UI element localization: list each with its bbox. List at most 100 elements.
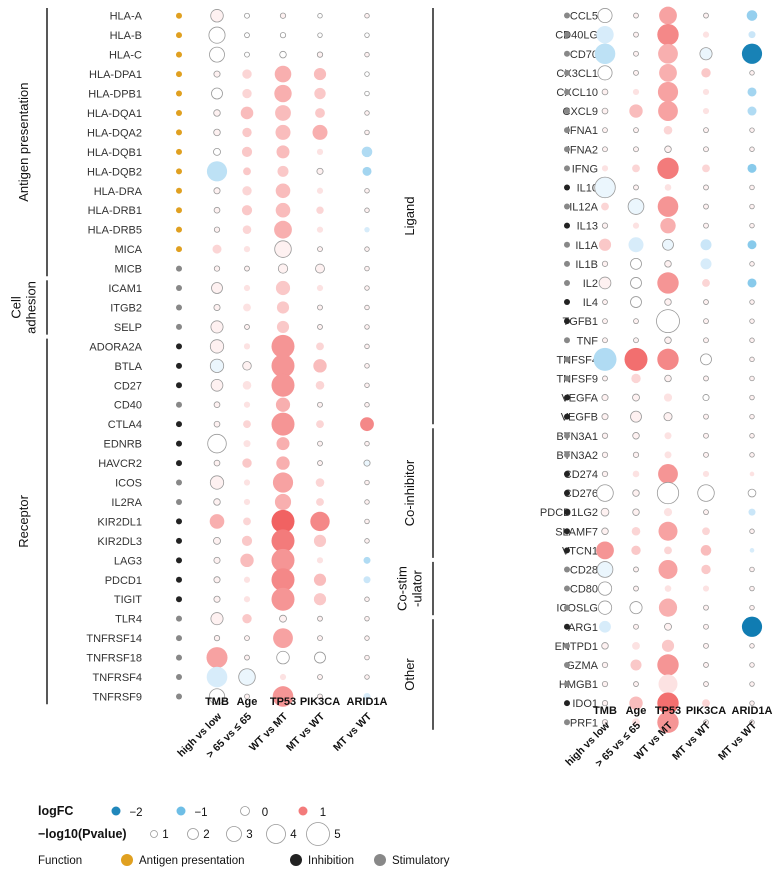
function-dot [176,362,182,369]
bubble-ifna2-age [633,146,639,153]
bubble-itgb2-tp53 [276,301,290,314]
function-dot [564,31,570,38]
gene-label-il1a: IL1A [575,240,598,252]
bubble-ednrb-age [243,440,251,448]
bubble-btla-age [242,361,252,371]
bubble-ifna1-pik3ca [703,127,709,134]
gene-label-tlr4: TLR4 [115,614,142,626]
row-hla-dqb2: HLA-DQB2 [87,161,372,182]
bubble-il1a-age [628,237,644,253]
function-dot [176,148,182,155]
row-cd276: CD276 [564,481,757,505]
row-hla-dra: HLA-DRA [94,183,370,199]
bubble-vegfa-arid1a [749,394,755,401]
bubble-vtcn1-arid1a [749,548,755,553]
bubble-ctla4-tmb [213,420,221,428]
gene-label-il10: IL10 [577,182,598,194]
bubble-il10-pik3ca [703,184,709,191]
function-dot [564,279,570,286]
bubble-cxcl9-tp53 [658,101,678,121]
bubble-tnfrsf9-pik3ca [317,693,323,700]
row-cd27: CD27 [114,373,370,397]
bubble-cd27-pik3ca [315,380,325,390]
bubble-hla-b-tp53 [279,32,287,39]
bubble-hla-a-tp53 [279,12,287,19]
bubble-entpd1-age [632,641,640,650]
row-tigit: TIGIT [114,587,370,611]
bubble-ccl5-tp53 [659,6,677,25]
gene-label-havcr2: HAVCR2 [98,458,142,470]
bubble-pdcd1-arid1a [363,576,371,584]
bubble-tnfsf4-tp53 [657,348,679,371]
row-cd274: CD274 [564,464,755,484]
bubble-hmgb1-age [633,681,639,687]
bubble-tnfrsf18-tmb [206,647,228,669]
legend-function-title: Function [38,855,82,867]
gene-label-hla-dpa1: HLA-DPA1 [89,69,142,81]
bubble-hla-dqa2-tmb [213,128,221,137]
gene-label-ifng: IFNG [572,163,598,175]
bubble-ctla4-age [243,420,251,429]
function-dot [176,207,182,214]
function-dot [564,661,570,668]
bubble-hla-dqb2-pik3ca [316,167,324,175]
row-hla-drb1: HLA-DRB1 [88,202,370,218]
bubble-tgfb1-tp53 [656,309,680,334]
gene-label-tnf: TNF [577,335,599,347]
bubble-vegfb-arid1a [749,413,755,420]
bubble-cx3cl1-tp53 [659,63,677,82]
gene-label-itgb2: ITGB2 [110,302,142,314]
function-dot [564,528,570,535]
row-cd40lg: CD40LG [555,23,756,46]
column-header-tp53: TP53 [270,696,296,708]
bubble-vegfb-tp53 [663,412,673,422]
legend-logfc-label: −1 [194,807,207,819]
function-dot [564,681,570,688]
bubble-hla-dqa2-tp53 [275,124,291,140]
bubble-cx3cl1-arid1a [749,70,755,76]
bubble-vegfb-pik3ca [703,413,709,420]
bubble-ccl5-age [633,12,639,19]
bubble-cd28-age [633,566,639,573]
bubble-icam1-pik3ca [316,284,324,292]
function-dot [564,108,570,115]
bubble-ccl5-tmb [597,8,613,24]
bubble-prf1-pik3ca [703,719,709,726]
function-dot [176,12,182,19]
bubble-tnfrsf9-age [244,693,250,700]
function-dot [176,693,182,700]
bubble-gzma-tmb [601,661,609,669]
bubble-lag3-tmb [213,556,221,564]
row-cd70: CD70 [564,43,763,65]
bubble-icos-tp53 [272,472,294,493]
bubble-adora2a-arid1a [364,343,370,350]
bubble-icos-arid1a [364,479,370,486]
gene-label-tnfrsf14: TNFRSF14 [86,633,142,645]
bubble-cd28-arid1a [749,566,755,573]
row-hmgb1: HMGB1 [559,674,755,694]
bubble-tnfsf9-arid1a [749,375,755,382]
bubble-tnfrsf9-tp53 [272,686,294,707]
bubble-cd274-age [632,470,640,478]
bubble-il2-tp53 [657,272,679,294]
bubble-gzma-pik3ca [703,662,709,668]
bubble-selp-pik3ca [317,324,323,330]
row-pdcd1: PDCD1 [105,568,371,592]
function-dot [564,719,570,726]
legend-pvalue-label: 5 [334,829,340,841]
function-dot [176,576,182,583]
bubble-btla-pik3ca [313,359,327,373]
row-cd80: CD80 [564,581,755,596]
gene-label-micb: MICB [115,264,143,276]
bubble-il2ra-arid1a [364,499,370,505]
function-dot [564,566,570,573]
bubble-hmgb1-pik3ca [703,681,709,687]
bubble-hla-dra-arid1a [364,188,370,194]
bubble-hla-drb1-pik3ca [316,206,324,214]
bubble-il1b-pik3ca [700,258,712,270]
bubble-tgfb1-arid1a [749,318,755,324]
function-dot [564,642,570,649]
bubble-ifng-pik3ca [702,164,710,173]
row-tnfsf9: TNFSF9 [556,373,755,385]
bubble-hla-drb5-age [242,225,252,234]
